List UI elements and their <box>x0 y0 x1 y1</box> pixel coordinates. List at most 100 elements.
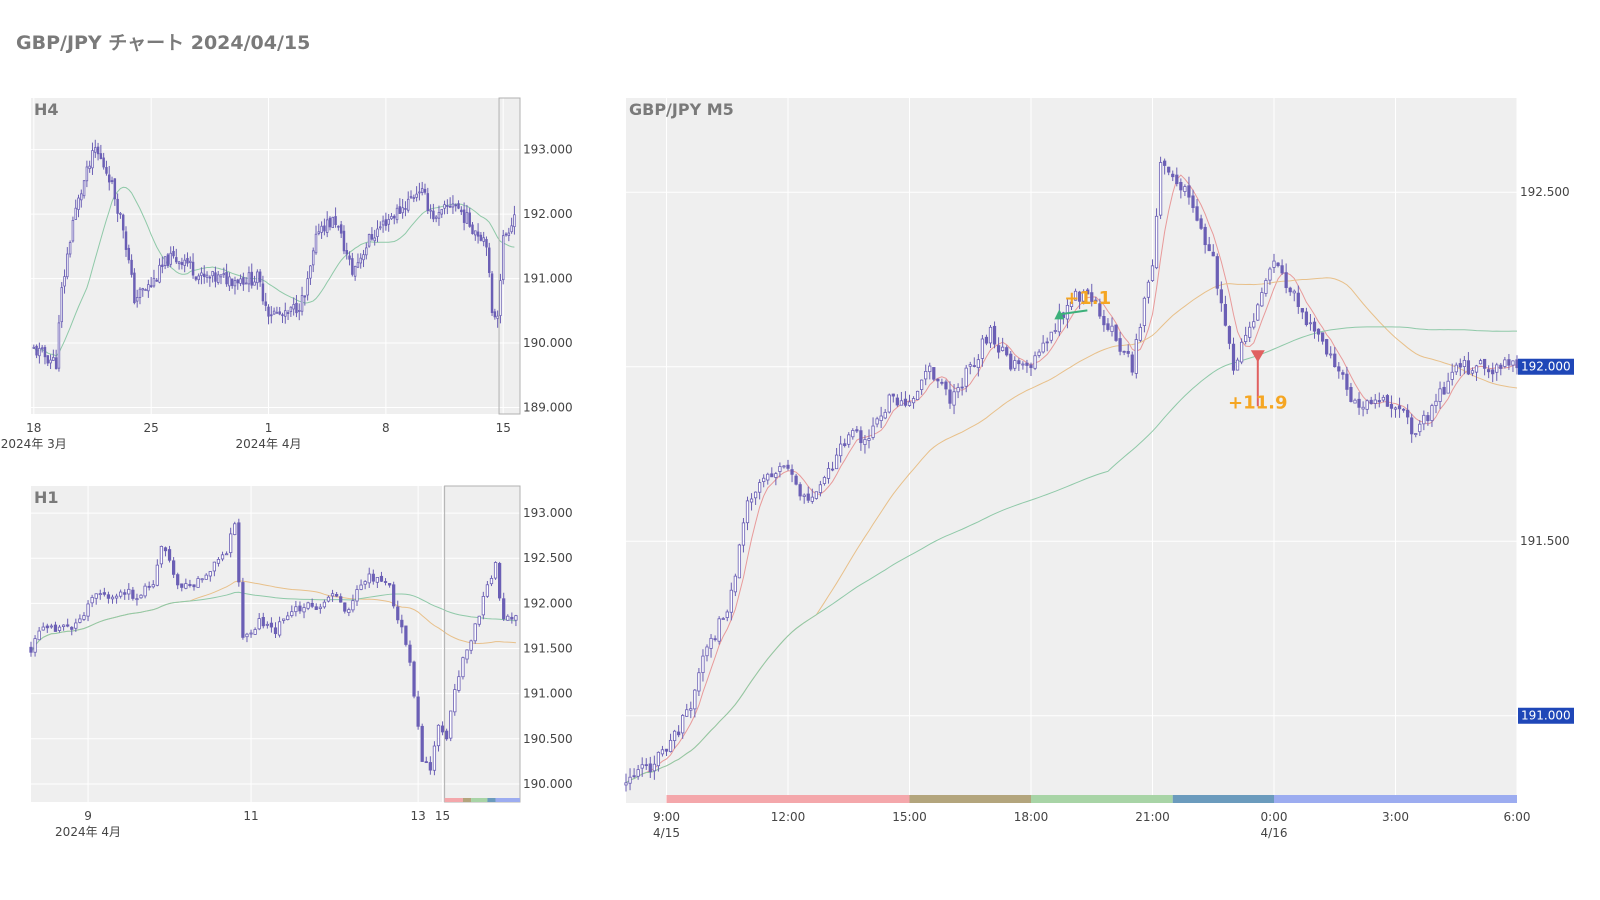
candle-body <box>284 310 287 317</box>
m5-chart[interactable]: 191.000 191.500 192.000 192.500 9:00 4/15 12:0… <box>620 96 1595 841</box>
candle-body <box>205 274 209 278</box>
candle-body <box>331 216 335 229</box>
x-tick-label: 13 <box>410 809 425 823</box>
candle-body <box>398 206 402 214</box>
candle-body <box>485 584 490 597</box>
candle-body <box>330 593 335 597</box>
candle-body <box>911 398 916 404</box>
candle-body <box>1320 332 1325 342</box>
candle-body <box>794 475 798 485</box>
candle-body <box>257 618 261 630</box>
candle-body <box>409 195 413 199</box>
candle-body <box>404 625 408 645</box>
candle-body <box>964 367 968 387</box>
candle-body <box>88 165 91 170</box>
candle-body <box>879 415 883 421</box>
candle-body <box>401 207 404 214</box>
candle-body <box>830 468 835 471</box>
candle-body <box>303 295 307 298</box>
y-tick-label: 192.000 <box>523 207 573 221</box>
x-tick-sublabel: 2024年 4月 <box>55 825 121 839</box>
candle-body <box>359 257 362 264</box>
candle-body <box>1381 396 1385 401</box>
candle-body <box>356 262 360 268</box>
candle-body <box>1191 195 1195 209</box>
candle-body <box>1369 399 1373 405</box>
candle-body <box>481 596 485 616</box>
candle-body <box>236 279 240 284</box>
candle-body <box>135 598 139 601</box>
candle-body <box>652 763 656 772</box>
candle-body <box>261 283 265 302</box>
candle-body <box>915 390 920 400</box>
buy-marker <box>1054 309 1065 320</box>
candle-body <box>256 271 259 284</box>
candle-body <box>992 325 997 345</box>
candle-body <box>1410 417 1414 435</box>
candle-body <box>1312 321 1317 332</box>
candle-body <box>685 709 689 717</box>
candle-body <box>247 272 251 285</box>
x-tick-label: 25 <box>144 421 159 435</box>
candle-body <box>426 193 430 212</box>
candle-body <box>139 594 143 599</box>
candle-body <box>347 609 351 613</box>
candle-body <box>1118 338 1122 352</box>
candle-body <box>839 443 843 457</box>
candle-body <box>416 696 420 727</box>
candle-body <box>326 596 331 602</box>
plot-area <box>31 486 520 802</box>
candle-body <box>745 500 750 524</box>
y-tick-label: 192.500 <box>1520 185 1570 199</box>
candle-body <box>1373 399 1377 404</box>
candle-body <box>1422 414 1426 425</box>
candle-body <box>91 150 94 169</box>
candle-body <box>191 261 195 276</box>
candle-body <box>490 273 494 314</box>
plot-area <box>626 98 1517 803</box>
candle-body <box>275 311 279 314</box>
candle-body <box>1187 185 1191 198</box>
candle-body <box>384 219 388 227</box>
candle-body <box>1163 160 1167 166</box>
candle-body <box>932 367 936 380</box>
h4-chart[interactable]: 189.000190.000191.000192.000193.00018202… <box>0 96 573 456</box>
candle-body <box>457 676 461 691</box>
candle-body <box>390 216 393 220</box>
candle-body <box>49 359 52 364</box>
candle-body <box>847 434 851 445</box>
candle-body <box>203 273 206 278</box>
candle-body <box>453 689 457 713</box>
candle-body <box>1021 363 1025 366</box>
candle-body <box>960 386 964 389</box>
candle-body <box>493 311 497 318</box>
candle-body <box>1179 181 1183 191</box>
candle-body <box>1316 328 1321 335</box>
candle-body <box>318 606 322 609</box>
candle-body <box>96 146 100 155</box>
candle-body <box>45 625 49 629</box>
price-tag <box>1518 707 1574 724</box>
candle-body <box>1235 359 1240 371</box>
h1-chart[interactable]: 190.000 190.500 191.000 191.500 192.000 192.5… <box>0 484 573 844</box>
session-bar-segment <box>1031 795 1173 803</box>
candle-body <box>1288 287 1292 293</box>
candle-body <box>1414 433 1418 436</box>
candle-body <box>660 749 665 755</box>
panel-label: H4 <box>34 100 59 119</box>
candle-body <box>371 573 375 582</box>
candle-body <box>175 257 178 263</box>
candle-body <box>124 231 128 250</box>
candle-body <box>1001 346 1005 351</box>
candle-body <box>239 278 242 284</box>
candle-body <box>415 193 418 198</box>
candle-body <box>432 210 435 220</box>
candle-body <box>116 198 119 214</box>
candle-body <box>1260 292 1264 307</box>
candle-body <box>1029 364 1033 369</box>
candle-body <box>383 581 388 583</box>
candle-body <box>709 637 713 649</box>
candle-body <box>863 439 867 445</box>
candle-body <box>429 209 432 212</box>
y-tick-label: 190.000 <box>523 336 573 350</box>
